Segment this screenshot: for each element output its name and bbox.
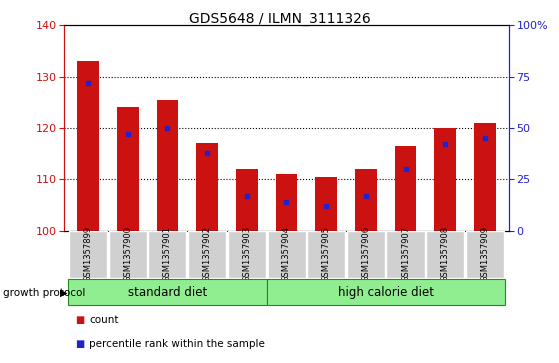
Text: percentile rank within the sample: percentile rank within the sample bbox=[89, 339, 266, 349]
Text: GSM1357908: GSM1357908 bbox=[440, 226, 449, 282]
Text: ■: ■ bbox=[75, 339, 85, 349]
Text: GSM1357900: GSM1357900 bbox=[124, 226, 132, 282]
Bar bbox=[474, 123, 496, 231]
Bar bbox=[188, 231, 226, 278]
Bar bbox=[307, 231, 345, 278]
Text: GSM1357899: GSM1357899 bbox=[84, 226, 93, 282]
Bar bbox=[69, 231, 107, 278]
Bar bbox=[267, 231, 306, 278]
Text: standard diet: standard diet bbox=[128, 286, 207, 299]
Text: count: count bbox=[89, 315, 119, 325]
Bar bbox=[108, 231, 147, 278]
Bar bbox=[395, 146, 416, 231]
Text: GDS5648 / ILMN_3111326: GDS5648 / ILMN_3111326 bbox=[188, 12, 371, 26]
Text: ■: ■ bbox=[75, 315, 85, 325]
Bar bbox=[386, 231, 425, 278]
Bar bbox=[426, 231, 464, 278]
Bar bbox=[434, 128, 456, 231]
Text: GSM1357903: GSM1357903 bbox=[242, 226, 252, 282]
Bar bbox=[355, 169, 377, 231]
Text: growth protocol: growth protocol bbox=[3, 288, 85, 298]
Bar bbox=[68, 279, 267, 305]
Bar bbox=[77, 61, 99, 231]
Bar bbox=[347, 231, 385, 278]
Text: GSM1357909: GSM1357909 bbox=[480, 226, 489, 282]
Bar bbox=[315, 177, 337, 231]
Bar bbox=[466, 231, 504, 278]
Text: high calorie diet: high calorie diet bbox=[338, 286, 434, 299]
Bar bbox=[236, 169, 258, 231]
Text: GSM1357902: GSM1357902 bbox=[202, 226, 212, 282]
Bar bbox=[117, 107, 139, 231]
Bar bbox=[157, 100, 178, 231]
Text: ▶: ▶ bbox=[60, 288, 68, 298]
Bar bbox=[267, 279, 505, 305]
Bar bbox=[196, 143, 218, 231]
Bar bbox=[228, 231, 266, 278]
Text: GSM1357905: GSM1357905 bbox=[321, 226, 331, 282]
Text: GSM1357907: GSM1357907 bbox=[401, 226, 410, 282]
Text: GSM1357906: GSM1357906 bbox=[361, 226, 371, 282]
Text: GSM1357904: GSM1357904 bbox=[282, 226, 291, 282]
Bar bbox=[148, 231, 187, 278]
Bar bbox=[276, 174, 297, 231]
Text: GSM1357901: GSM1357901 bbox=[163, 226, 172, 282]
